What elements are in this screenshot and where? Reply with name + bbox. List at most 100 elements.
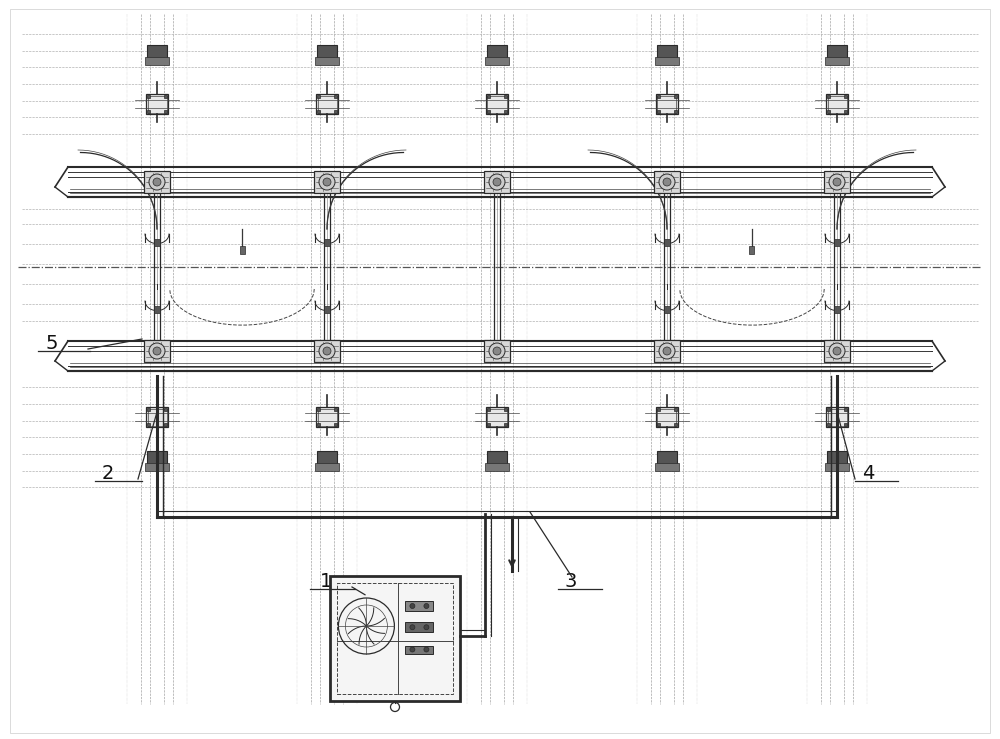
- Bar: [825, 463, 849, 471]
- Circle shape: [153, 347, 161, 355]
- Circle shape: [663, 178, 671, 186]
- Circle shape: [319, 174, 335, 190]
- Bar: [240, 246, 245, 254]
- Circle shape: [659, 343, 675, 359]
- Bar: [337, 583, 453, 694]
- Bar: [654, 340, 680, 362]
- Bar: [487, 45, 507, 61]
- Circle shape: [149, 343, 165, 359]
- Bar: [314, 171, 340, 193]
- Bar: [674, 423, 677, 426]
- Bar: [334, 95, 337, 98]
- Bar: [654, 171, 680, 193]
- Circle shape: [659, 174, 675, 190]
- Text: 2: 2: [102, 464, 114, 483]
- Circle shape: [149, 174, 165, 190]
- Bar: [657, 109, 660, 113]
- Bar: [315, 463, 339, 471]
- Bar: [834, 306, 840, 313]
- Bar: [164, 95, 167, 98]
- Bar: [146, 94, 168, 114]
- Circle shape: [424, 647, 429, 652]
- Circle shape: [410, 624, 415, 630]
- Bar: [487, 109, 490, 113]
- Bar: [674, 408, 677, 412]
- Bar: [827, 95, 830, 98]
- Bar: [827, 451, 847, 467]
- Bar: [148, 409, 167, 426]
- Bar: [334, 423, 337, 426]
- Circle shape: [833, 178, 841, 186]
- Circle shape: [829, 343, 845, 359]
- Text: 3: 3: [565, 572, 577, 591]
- Circle shape: [410, 604, 415, 608]
- Bar: [844, 95, 847, 98]
- Bar: [674, 95, 677, 98]
- Bar: [657, 95, 676, 112]
- Bar: [144, 340, 170, 362]
- Bar: [405, 645, 433, 653]
- Bar: [315, 57, 339, 65]
- Circle shape: [489, 174, 505, 190]
- Bar: [334, 408, 337, 412]
- Bar: [324, 306, 330, 313]
- Bar: [826, 94, 848, 114]
- Bar: [484, 340, 510, 362]
- Bar: [664, 306, 670, 313]
- Bar: [147, 95, 150, 98]
- Bar: [145, 463, 169, 471]
- Circle shape: [489, 343, 505, 359]
- Bar: [334, 109, 337, 113]
- Bar: [148, 95, 167, 112]
- Circle shape: [410, 647, 415, 652]
- Bar: [484, 171, 510, 193]
- Bar: [826, 407, 848, 427]
- Bar: [318, 95, 337, 112]
- Bar: [827, 408, 830, 412]
- Bar: [824, 340, 850, 362]
- Circle shape: [424, 624, 429, 630]
- Bar: [504, 109, 507, 113]
- Bar: [405, 601, 433, 611]
- Circle shape: [153, 178, 161, 186]
- Bar: [485, 463, 509, 471]
- Bar: [827, 109, 830, 113]
- Bar: [318, 409, 337, 426]
- Bar: [657, 408, 660, 412]
- Bar: [824, 171, 850, 193]
- Bar: [324, 239, 330, 246]
- Bar: [827, 45, 847, 61]
- Circle shape: [319, 343, 335, 359]
- Bar: [317, 451, 337, 467]
- Bar: [144, 171, 170, 193]
- Bar: [828, 95, 846, 112]
- Bar: [164, 423, 167, 426]
- Text: 4: 4: [862, 464, 874, 483]
- Bar: [317, 423, 320, 426]
- Bar: [504, 423, 507, 426]
- Bar: [316, 94, 338, 114]
- Text: 5: 5: [45, 334, 58, 353]
- Bar: [147, 109, 150, 113]
- Circle shape: [493, 178, 501, 186]
- Bar: [146, 407, 168, 427]
- Bar: [147, 423, 150, 426]
- Bar: [154, 239, 160, 246]
- Bar: [487, 451, 507, 467]
- Bar: [657, 95, 660, 98]
- Bar: [487, 95, 507, 112]
- Circle shape: [829, 174, 845, 190]
- Circle shape: [323, 347, 331, 355]
- Bar: [834, 239, 840, 246]
- Bar: [147, 408, 150, 412]
- Bar: [655, 57, 679, 65]
- Bar: [314, 340, 340, 362]
- Bar: [487, 423, 490, 426]
- Bar: [330, 576, 460, 701]
- Bar: [844, 109, 847, 113]
- Bar: [664, 239, 670, 246]
- Bar: [316, 407, 338, 427]
- Bar: [487, 95, 490, 98]
- Bar: [655, 463, 679, 471]
- Bar: [487, 408, 490, 412]
